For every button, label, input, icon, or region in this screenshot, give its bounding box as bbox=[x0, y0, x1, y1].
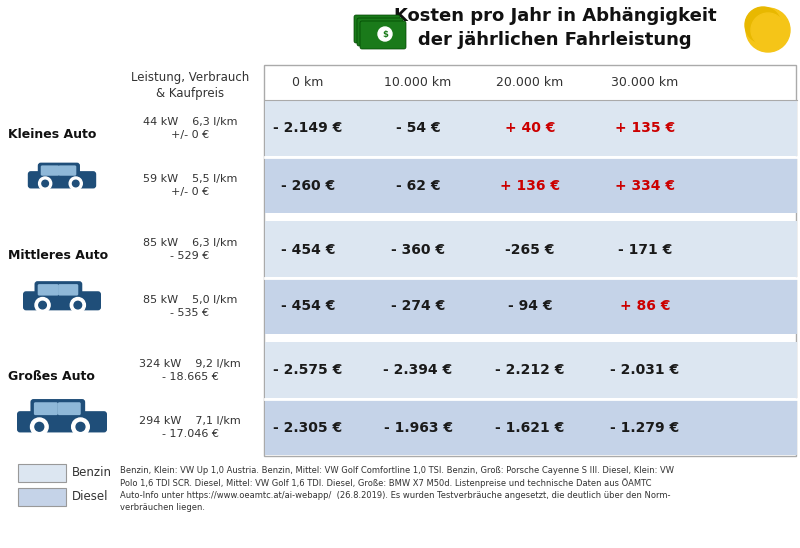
Text: Mittleres Auto: Mittleres Auto bbox=[8, 249, 108, 262]
FancyBboxPatch shape bbox=[265, 157, 797, 213]
Circle shape bbox=[38, 301, 46, 309]
FancyBboxPatch shape bbox=[58, 402, 81, 415]
Text: $: $ bbox=[382, 30, 388, 39]
Circle shape bbox=[746, 8, 790, 52]
Circle shape bbox=[745, 7, 781, 43]
Circle shape bbox=[38, 177, 52, 190]
Circle shape bbox=[76, 423, 85, 431]
FancyBboxPatch shape bbox=[30, 399, 85, 419]
FancyBboxPatch shape bbox=[18, 464, 66, 482]
Circle shape bbox=[70, 298, 86, 313]
Text: 30.000 km: 30.000 km bbox=[611, 76, 678, 89]
FancyBboxPatch shape bbox=[23, 291, 101, 310]
Text: + 334 €: + 334 € bbox=[615, 179, 675, 192]
FancyBboxPatch shape bbox=[265, 399, 797, 455]
Text: - 360 €: - 360 € bbox=[391, 243, 445, 256]
FancyBboxPatch shape bbox=[17, 411, 107, 432]
Circle shape bbox=[73, 180, 79, 187]
Text: - 54 €: - 54 € bbox=[396, 122, 440, 135]
Text: - 2.394 €: - 2.394 € bbox=[383, 363, 453, 378]
Circle shape bbox=[72, 418, 90, 436]
Text: -265 €: -265 € bbox=[506, 243, 554, 256]
Text: 59 kW    5,5 l/km
+/- 0 €: 59 kW 5,5 l/km +/- 0 € bbox=[143, 174, 237, 197]
Text: + 135 €: + 135 € bbox=[615, 122, 675, 135]
Text: Großes Auto: Großes Auto bbox=[8, 370, 95, 383]
Text: - 1.621 €: - 1.621 € bbox=[495, 420, 565, 435]
Text: - 2.575 €: - 2.575 € bbox=[274, 363, 342, 378]
Text: Diesel: Diesel bbox=[72, 490, 109, 504]
Text: 10.000 km: 10.000 km bbox=[384, 76, 452, 89]
Text: - 454 €: - 454 € bbox=[281, 243, 335, 256]
Text: - 2.031 €: - 2.031 € bbox=[610, 363, 679, 378]
Text: 85 kW    6,3 l/km
- 529 €: 85 kW 6,3 l/km - 529 € bbox=[143, 238, 237, 261]
Text: + 40 €: + 40 € bbox=[505, 122, 555, 135]
Text: - 171 €: - 171 € bbox=[618, 243, 672, 256]
Text: 44 kW    6,3 l/km
+/- 0 €: 44 kW 6,3 l/km +/- 0 € bbox=[142, 117, 238, 140]
Text: Kleines Auto: Kleines Auto bbox=[8, 128, 96, 141]
Text: - 94 €: - 94 € bbox=[508, 300, 552, 313]
FancyBboxPatch shape bbox=[354, 15, 400, 43]
Text: 294 kW    7,1 l/km
- 17.046 €: 294 kW 7,1 l/km - 17.046 € bbox=[139, 416, 241, 439]
Text: 20.000 km: 20.000 km bbox=[496, 76, 564, 89]
FancyBboxPatch shape bbox=[41, 165, 59, 176]
Circle shape bbox=[35, 423, 44, 431]
FancyBboxPatch shape bbox=[265, 342, 797, 398]
Text: 85 kW    5,0 l/km
- 535 €: 85 kW 5,0 l/km - 535 € bbox=[143, 295, 237, 318]
FancyBboxPatch shape bbox=[265, 278, 797, 334]
FancyBboxPatch shape bbox=[58, 165, 76, 176]
Circle shape bbox=[74, 301, 82, 309]
FancyBboxPatch shape bbox=[34, 281, 82, 299]
Text: + 136 €: + 136 € bbox=[500, 179, 560, 192]
FancyBboxPatch shape bbox=[18, 488, 66, 506]
Text: - 1.963 €: - 1.963 € bbox=[383, 420, 453, 435]
Text: 0 km: 0 km bbox=[292, 76, 324, 89]
Circle shape bbox=[751, 13, 785, 47]
FancyBboxPatch shape bbox=[264, 65, 796, 456]
Text: - 1.279 €: - 1.279 € bbox=[610, 420, 679, 435]
Text: - 274 €: - 274 € bbox=[391, 300, 445, 313]
Text: - 62 €: - 62 € bbox=[396, 179, 440, 192]
FancyBboxPatch shape bbox=[357, 18, 403, 46]
FancyBboxPatch shape bbox=[58, 284, 78, 295]
Text: - 260 €: - 260 € bbox=[281, 179, 335, 192]
FancyBboxPatch shape bbox=[34, 402, 58, 415]
Text: + 86 €: + 86 € bbox=[620, 300, 670, 313]
Circle shape bbox=[69, 177, 82, 190]
Text: Kosten pro Jahr in Abhängigkeit
der jährlichen Fahrleistung: Kosten pro Jahr in Abhängigkeit der jähr… bbox=[394, 7, 716, 49]
Circle shape bbox=[42, 180, 49, 187]
Text: Benzin: Benzin bbox=[72, 466, 112, 480]
Text: 324 kW    9,2 l/km
- 18.665 €: 324 kW 9,2 l/km - 18.665 € bbox=[139, 359, 241, 382]
Circle shape bbox=[378, 27, 392, 41]
Circle shape bbox=[35, 298, 50, 313]
Text: - 2.305 €: - 2.305 € bbox=[274, 420, 342, 435]
FancyBboxPatch shape bbox=[265, 100, 797, 156]
Text: - 454 €: - 454 € bbox=[281, 300, 335, 313]
FancyBboxPatch shape bbox=[28, 171, 96, 189]
Text: Leistung, Verbrauch
& Kaufpreis: Leistung, Verbrauch & Kaufpreis bbox=[131, 71, 249, 100]
FancyBboxPatch shape bbox=[265, 221, 797, 277]
Circle shape bbox=[30, 418, 48, 436]
Text: - 2.212 €: - 2.212 € bbox=[495, 363, 565, 378]
FancyBboxPatch shape bbox=[360, 21, 406, 49]
FancyBboxPatch shape bbox=[38, 163, 80, 179]
FancyBboxPatch shape bbox=[38, 284, 58, 295]
Text: Benzin, Klein: VW Up 1,0 Austria. Benzin, Mittel: VW Golf Comfortline 1,0 TSI. B: Benzin, Klein: VW Up 1,0 Austria. Benzin… bbox=[120, 466, 674, 512]
Text: - 2.149 €: - 2.149 € bbox=[274, 122, 342, 135]
